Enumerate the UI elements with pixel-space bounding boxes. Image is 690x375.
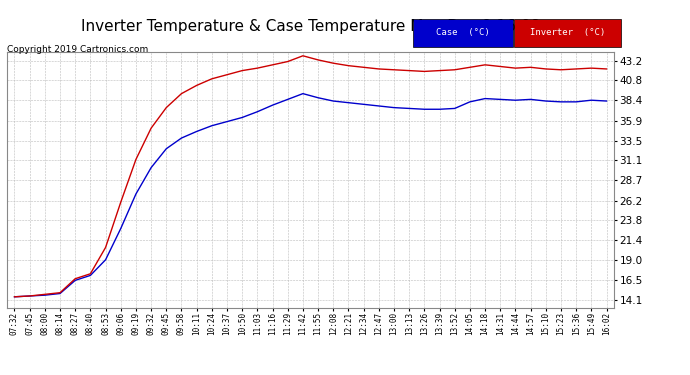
Text: Inverter Temperature & Case Temperature Mon Dec 9 16:08: Inverter Temperature & Case Temperature … <box>81 19 540 34</box>
Text: Case  (°C): Case (°C) <box>436 28 489 38</box>
Text: Copyright 2019 Cartronics.com: Copyright 2019 Cartronics.com <box>7 45 148 54</box>
Text: Inverter  (°C): Inverter (°C) <box>530 28 605 38</box>
